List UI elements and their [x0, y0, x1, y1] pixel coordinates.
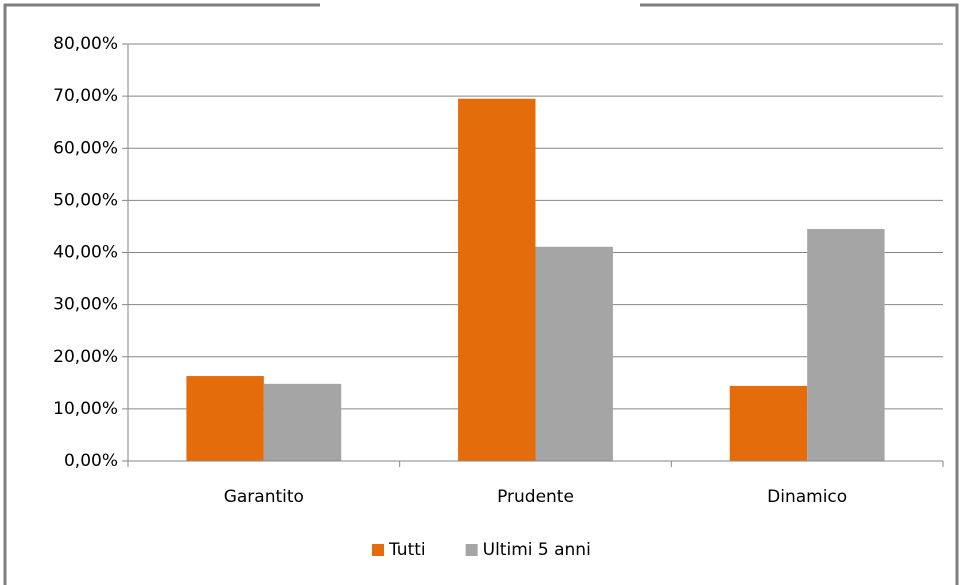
x-tick-label: Dinamico: [767, 487, 847, 507]
bar: [807, 229, 885, 461]
y-tick-label: 70,00%: [53, 86, 118, 106]
legend-swatch: [372, 544, 384, 556]
legend-label: Ultimi 5 anni: [483, 540, 591, 560]
bar: [729, 385, 808, 461]
y-tick-label: 30,00%: [53, 295, 118, 315]
y-tick-label: 10,00%: [53, 399, 118, 419]
y-tick-label: 50,00%: [53, 190, 118, 210]
frame: [3, 3, 320, 585]
y-tick-label: 0,00%: [64, 451, 118, 471]
y-tick-label: 20,00%: [53, 347, 118, 367]
bar: [535, 246, 613, 461]
bar: [186, 376, 264, 461]
y-tick-label: 80,00%: [53, 34, 118, 54]
legend-swatch: [465, 544, 478, 556]
x-tick-label: Prudente: [497, 487, 574, 507]
bar: [263, 383, 342, 461]
x-tick-label: Garantito: [224, 487, 304, 507]
frame: [640, 3, 959, 585]
y-tick-label: 40,00%: [53, 243, 118, 263]
legend-label: Tutti: [388, 540, 426, 560]
y-tick-label: 60,00%: [53, 138, 118, 158]
bar: [458, 98, 536, 461]
